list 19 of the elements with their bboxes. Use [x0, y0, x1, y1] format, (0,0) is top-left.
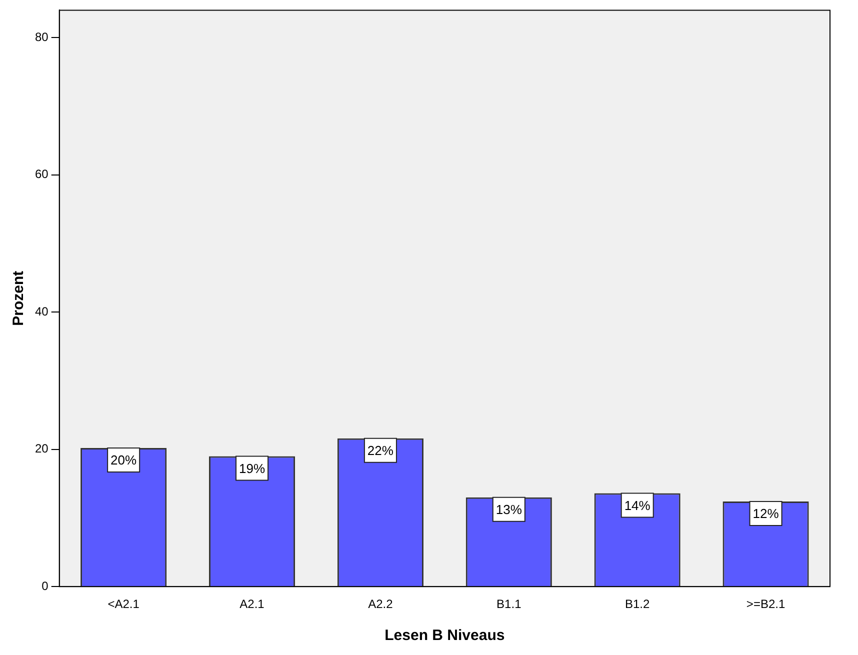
x-tick-label: A2.2 [368, 597, 394, 612]
x-axis-title: Lesen B Niveaus [384, 627, 505, 644]
data-label: 20% [110, 452, 138, 468]
data-label: 13% [496, 502, 522, 517]
x-tick-label: A2.1 [240, 597, 265, 612]
x-tick-label: <A2.1 [108, 597, 140, 612]
x-tick-label: >=B2.1 [746, 597, 786, 612]
x-tick-label: B1.2 [624, 597, 650, 612]
y-axis-title: Prozent [10, 270, 28, 326]
data-label: 14% [624, 498, 651, 513]
y-tick-label: 0 [42, 578, 49, 593]
data-label: 12% [752, 506, 780, 522]
x-tick-label: B1.1 [496, 597, 522, 612]
data-label: 19% [238, 460, 266, 476]
y-tick-label: 40 [34, 304, 49, 318]
y-tick-label: 80 [34, 30, 49, 44]
y-tick-label: 60 [34, 167, 49, 182]
data-label: 22% [367, 442, 394, 458]
y-tick-label: 20 [34, 442, 49, 456]
